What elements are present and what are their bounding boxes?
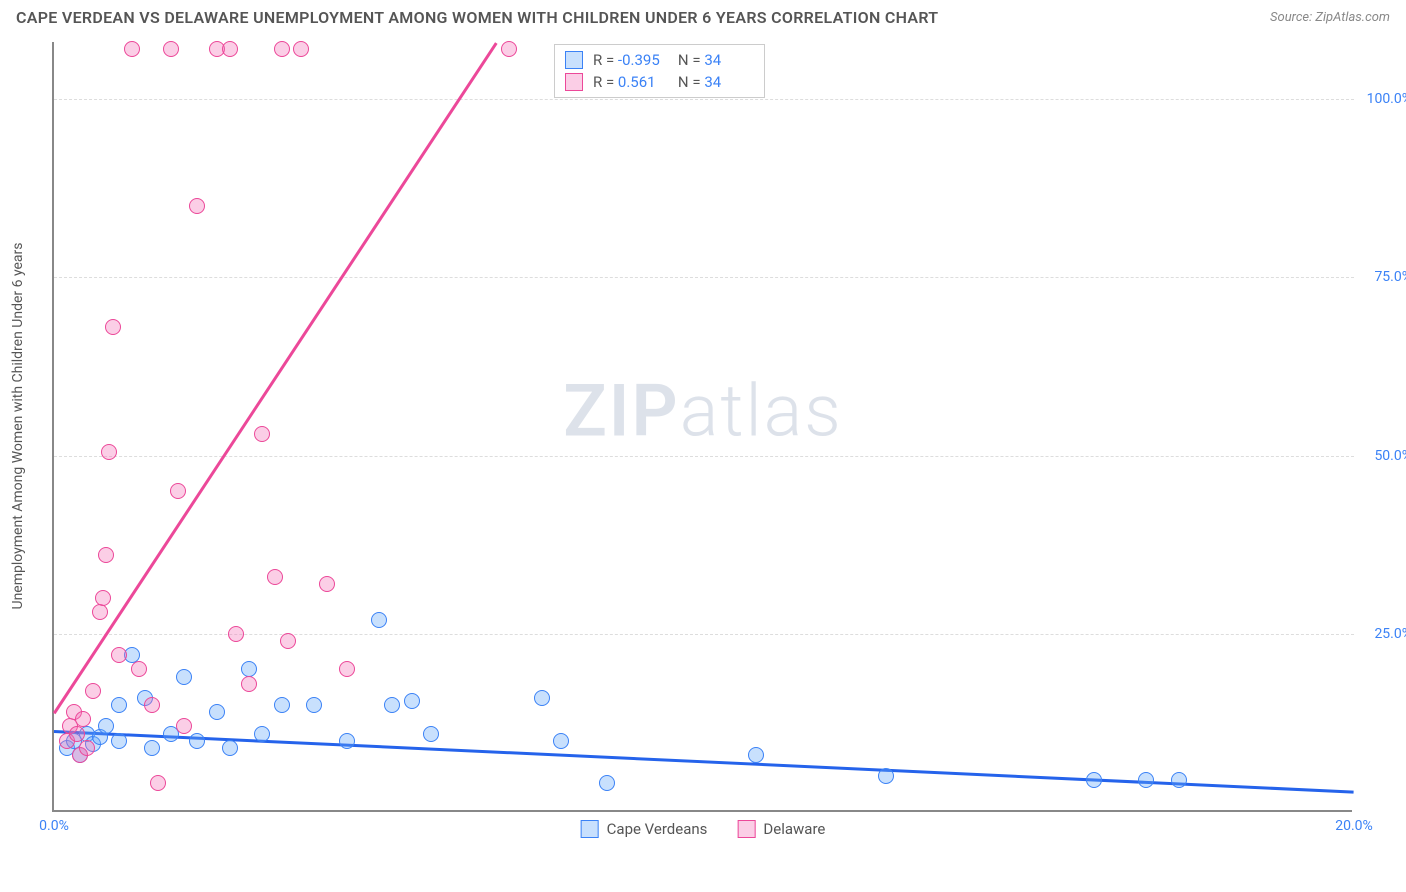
swatch-series-2 [565, 73, 583, 91]
data-point [111, 733, 127, 749]
data-point [534, 690, 550, 706]
n-label-1: N = 34 [678, 51, 754, 69]
legend-item-2: Delaware [737, 820, 825, 838]
data-point [85, 683, 101, 699]
data-point [241, 676, 257, 692]
data-point [95, 590, 111, 606]
data-point [404, 693, 420, 709]
data-point [599, 775, 615, 791]
watermark-light: atlas [680, 368, 843, 453]
watermark: ZIPatlas [563, 368, 843, 453]
data-point [92, 604, 108, 620]
data-point [101, 444, 117, 460]
yaxis-title: Unemployment Among Women with Children U… [10, 242, 26, 609]
data-point [189, 733, 205, 749]
data-point [170, 483, 186, 499]
n-label-2: N = 34 [678, 73, 754, 91]
chart-container: ZIPatlas Unemployment Among Women with C… [52, 42, 1392, 832]
data-point [144, 697, 160, 713]
data-point [1171, 772, 1187, 788]
legend-swatch-2 [737, 820, 755, 838]
watermark-bold: ZIP [563, 368, 679, 453]
data-point [189, 198, 205, 214]
stats-row-1: R = -0.395 N = 34 [565, 49, 754, 71]
data-point [878, 768, 894, 784]
xtick-label: 0.0% [39, 818, 69, 834]
data-point [339, 661, 355, 677]
data-point [144, 740, 160, 756]
legend-label-2: Delaware [763, 820, 825, 838]
ytick-label: 50.0% [1357, 448, 1406, 464]
gridline [54, 99, 1354, 100]
data-point [98, 718, 114, 734]
data-point [228, 626, 244, 642]
plot-area: ZIPatlas Unemployment Among Women with C… [52, 42, 1352, 812]
data-point [222, 41, 238, 57]
gridline [54, 456, 1354, 457]
stats-box: R = -0.395 N = 34 R = 0.561 N = 34 [554, 44, 765, 98]
data-point [98, 547, 114, 563]
gridline [54, 277, 1354, 278]
chart-title: CAPE VERDEAN VS DELAWARE UNEMPLOYMENT AM… [16, 8, 938, 27]
data-point [748, 747, 764, 763]
data-point [1086, 772, 1102, 788]
gridline [54, 634, 1354, 635]
data-point [371, 612, 387, 628]
data-point [1138, 772, 1154, 788]
xtick-label: 20.0% [1335, 818, 1373, 834]
stats-row-2: R = 0.561 N = 34 [565, 71, 754, 93]
data-point [150, 775, 166, 791]
data-point [111, 697, 127, 713]
data-point [274, 41, 290, 57]
data-point [339, 733, 355, 749]
swatch-series-1 [565, 51, 583, 69]
data-point [124, 41, 140, 57]
data-point [319, 576, 335, 592]
data-point [176, 669, 192, 685]
ytick-label: 75.0% [1357, 269, 1406, 285]
trend-line [53, 43, 497, 715]
trend-line [54, 730, 1354, 793]
data-point [222, 740, 238, 756]
data-point [384, 697, 400, 713]
data-point [274, 697, 290, 713]
data-point [306, 697, 322, 713]
legend-item-1: Cape Verdeans [581, 820, 708, 838]
data-point [254, 726, 270, 742]
data-point [111, 647, 127, 663]
ytick-label: 25.0% [1357, 626, 1406, 642]
data-point [69, 726, 85, 742]
data-point [75, 711, 91, 727]
data-point [176, 718, 192, 734]
data-point [280, 633, 296, 649]
legend-label-1: Cape Verdeans [607, 820, 708, 838]
data-point [131, 661, 147, 677]
data-point [254, 426, 270, 442]
r-label-2: R = 0.561 [593, 73, 668, 91]
data-point [553, 733, 569, 749]
legend-swatch-1 [581, 820, 599, 838]
legend: Cape Verdeans Delaware [581, 820, 826, 838]
data-point [267, 569, 283, 585]
chart-header: CAPE VERDEAN VS DELAWARE UNEMPLOYMENT AM… [0, 0, 1406, 31]
r-label-1: R = -0.395 [593, 51, 668, 69]
data-point [105, 319, 121, 335]
ytick-label: 100.0% [1357, 91, 1406, 107]
data-point [293, 41, 309, 57]
data-point [79, 740, 95, 756]
data-point [423, 726, 439, 742]
data-point [163, 41, 179, 57]
data-point [209, 704, 225, 720]
data-point [501, 41, 517, 57]
chart-source: Source: ZipAtlas.com [1270, 10, 1390, 25]
